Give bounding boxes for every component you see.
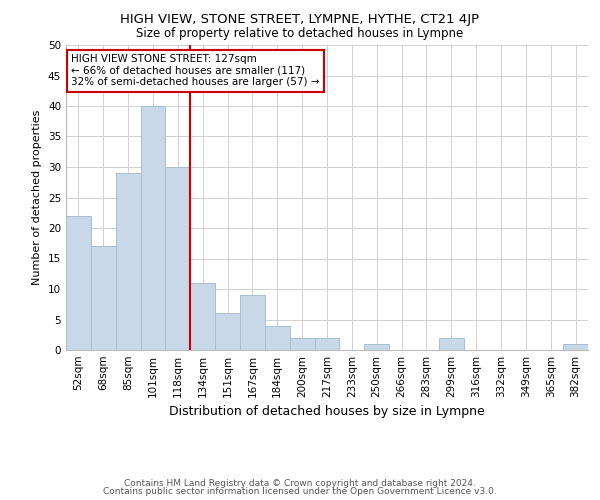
Bar — [240, 295, 265, 350]
Bar — [290, 338, 314, 350]
Bar — [116, 173, 140, 350]
Bar — [265, 326, 290, 350]
Bar — [166, 167, 190, 350]
Text: Size of property relative to detached houses in Lympne: Size of property relative to detached ho… — [136, 28, 464, 40]
Y-axis label: Number of detached properties: Number of detached properties — [32, 110, 43, 285]
Bar — [364, 344, 389, 350]
Bar — [140, 106, 166, 350]
Bar — [439, 338, 464, 350]
Text: HIGH VIEW, STONE STREET, LYMPNE, HYTHE, CT21 4JP: HIGH VIEW, STONE STREET, LYMPNE, HYTHE, … — [121, 12, 479, 26]
Bar — [190, 283, 215, 350]
Bar — [314, 338, 340, 350]
Bar — [66, 216, 91, 350]
X-axis label: Distribution of detached houses by size in Lympne: Distribution of detached houses by size … — [169, 406, 485, 418]
Bar — [215, 314, 240, 350]
Text: Contains public sector information licensed under the Open Government Licence v3: Contains public sector information licen… — [103, 487, 497, 496]
Bar — [563, 344, 588, 350]
Bar — [91, 246, 116, 350]
Text: Contains HM Land Registry data © Crown copyright and database right 2024.: Contains HM Land Registry data © Crown c… — [124, 478, 476, 488]
Text: HIGH VIEW STONE STREET: 127sqm
← 66% of detached houses are smaller (117)
32% of: HIGH VIEW STONE STREET: 127sqm ← 66% of … — [71, 54, 320, 88]
